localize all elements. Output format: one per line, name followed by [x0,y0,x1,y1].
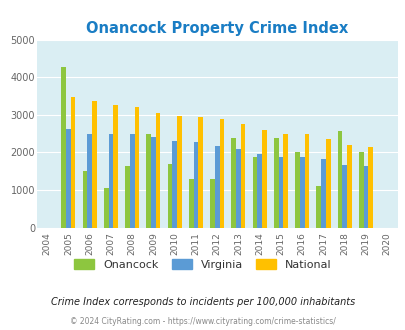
Bar [320,159,325,228]
Bar [219,119,224,228]
Bar [134,107,139,228]
Bar [198,117,202,228]
Bar [337,131,341,228]
Bar [113,105,118,228]
Bar [188,179,193,228]
Bar [167,164,172,228]
Bar [341,165,346,228]
Bar [130,134,134,228]
Bar [177,116,181,228]
Bar [363,166,367,228]
Title: Onancock Property Crime Index: Onancock Property Crime Index [86,21,347,36]
Bar [346,145,351,228]
Bar [367,147,372,228]
Bar [257,154,261,228]
Bar [299,157,304,228]
Text: © 2024 CityRating.com - https://www.cityrating.com/crime-statistics/: © 2024 CityRating.com - https://www.city… [70,317,335,326]
Bar [294,152,299,228]
Bar [61,67,66,228]
Bar [283,134,287,228]
Bar [146,134,151,228]
Bar [104,188,108,228]
Bar [315,186,320,228]
Bar [273,138,278,228]
Bar [193,142,198,228]
Bar [70,97,75,228]
Bar [236,149,240,228]
Bar [214,147,219,228]
Bar [156,113,160,228]
Bar [325,139,330,228]
Bar [83,171,87,228]
Bar [231,138,236,228]
Bar [92,101,96,228]
Bar [278,157,283,228]
Bar [172,141,177,228]
Bar [358,152,363,228]
Bar [151,137,156,228]
Text: Crime Index corresponds to incidents per 100,000 inhabitants: Crime Index corresponds to incidents per… [51,297,354,307]
Legend: Onancock, Virginia, National: Onancock, Virginia, National [71,256,334,273]
Bar [87,134,92,228]
Bar [125,166,130,228]
Bar [252,157,257,228]
Bar [108,134,113,228]
Bar [66,129,70,228]
Bar [261,129,266,228]
Bar [304,134,309,228]
Bar [210,179,214,228]
Bar [240,124,245,228]
